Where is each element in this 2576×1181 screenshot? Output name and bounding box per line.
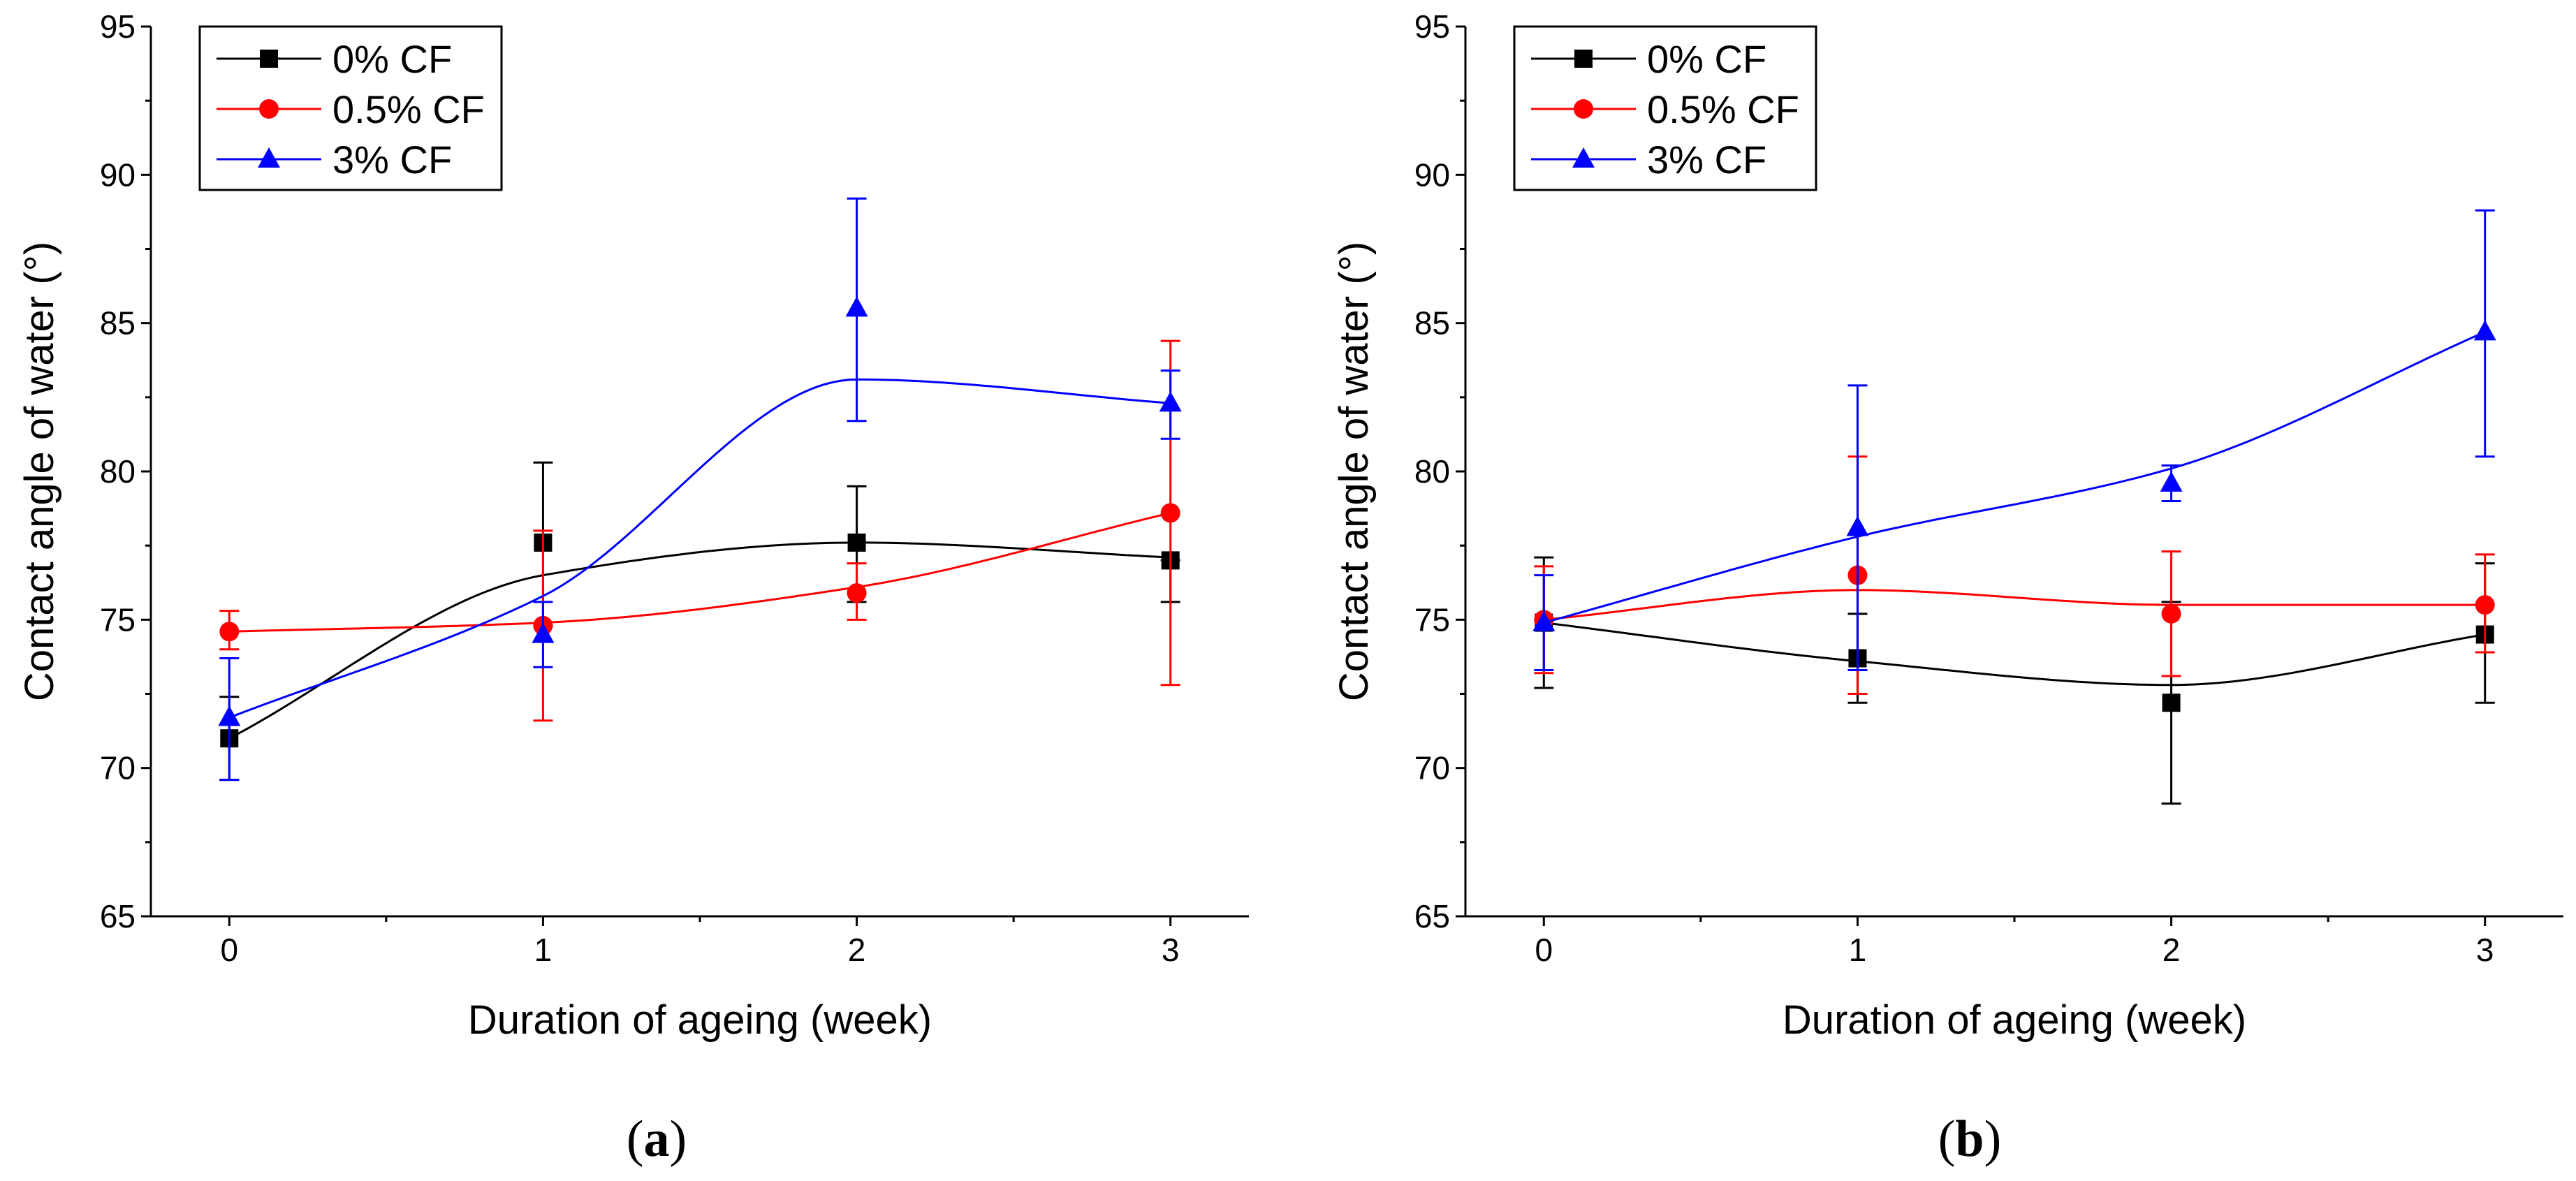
x-axis-title: Duration of ageing (week) [1783, 997, 2246, 1043]
y-tick-label: 95 [100, 8, 136, 45]
legend-label: 0.5% CF [1647, 87, 1799, 131]
y-axis-title: Contact angle of water (°) [1331, 242, 1377, 701]
panel-b: 65 70 75 80 85 90 95 0 1 2 3 Duration of ageing (we… [1331, 8, 2563, 1168]
series-0-cf [1534, 556, 2495, 805]
y-tick-label: 65 [1414, 898, 1450, 934]
series-0-5-cf [1534, 455, 2495, 695]
data-point [1846, 515, 1869, 536]
data-point [847, 533, 866, 552]
y-tick-label: 70 [1414, 750, 1450, 786]
panel-a: 65 70 75 80 85 90 95 0 1 2 3 Duration of ageing (we… [17, 8, 1249, 1168]
legend-label: 3% CF [332, 138, 452, 182]
data-point [2161, 603, 2181, 624]
fit-curve [228, 541, 1171, 740]
x-tick-label: 0 [220, 932, 238, 968]
fit-curve [229, 512, 1171, 633]
y-tick-label: 90 [100, 156, 136, 193]
data-point [2475, 595, 2495, 615]
data-point [1159, 391, 1182, 412]
fit-curve [1543, 331, 2486, 624]
y-tick-label: 70 [100, 750, 136, 786]
legend-label: 0.5% CF [332, 87, 485, 131]
legend-marker [1572, 147, 1595, 168]
data-point [2162, 694, 2181, 712]
y-tick-label: 80 [1414, 453, 1450, 490]
y-axis-title: Contact angle of water (°) [17, 242, 62, 701]
x-tick-label: 0 [1535, 932, 1553, 968]
legend-marker [259, 99, 279, 119]
legend-label: 3% CF [1647, 138, 1766, 182]
y-tick-label: 90 [1414, 156, 1450, 193]
fit-curve [1544, 622, 2485, 687]
series-0-5-cf [219, 339, 1180, 722]
legend-marker [258, 147, 280, 168]
legend-marker [1574, 50, 1593, 68]
legend: 0% CF 0.5% CF 3% CF [1513, 25, 1817, 191]
fit-curve [228, 378, 1171, 719]
data-point [218, 705, 241, 726]
y-tick-label: 75 [100, 601, 136, 638]
x-tick-label: 1 [1849, 932, 1867, 968]
legend-marker [1574, 99, 1593, 119]
fit-curve [1544, 589, 2485, 621]
legend: 0% CF 0.5% CF 3% CF [198, 25, 503, 191]
y-tick-label: 85 [1414, 305, 1450, 342]
x-tick-label: 2 [2162, 932, 2181, 968]
x-tick-label: 3 [2476, 932, 2494, 968]
x-tick-label: 3 [1162, 932, 1180, 968]
x-tick-label: 1 [534, 932, 552, 968]
data-point [1532, 610, 1556, 631]
panel-label: (b) [1938, 1110, 2001, 1168]
legend-label: 0% CF [1647, 37, 1766, 81]
data-point [845, 296, 868, 317]
y-tick-label: 65 [100, 898, 136, 934]
x-tick-label: 2 [848, 932, 866, 968]
x-axis-title: Duration of ageing (week) [468, 997, 932, 1043]
series-0-cf [219, 461, 1180, 782]
panel-label: (a) [627, 1110, 687, 1168]
y-tick-label: 80 [100, 453, 136, 490]
data-point [2160, 471, 2183, 492]
series-3-cf [1532, 209, 2496, 672]
data-point [1160, 503, 1180, 523]
data-point [532, 622, 555, 643]
data-point [847, 583, 867, 603]
legend-marker [260, 50, 278, 68]
legend-label: 0% CF [332, 37, 452, 81]
y-tick-label: 75 [1414, 601, 1450, 638]
data-point [219, 622, 240, 642]
y-tick-label: 85 [100, 305, 136, 342]
data-point [2473, 320, 2496, 341]
y-tick-label: 95 [1414, 8, 1450, 45]
series-3-cf [218, 197, 1182, 782]
